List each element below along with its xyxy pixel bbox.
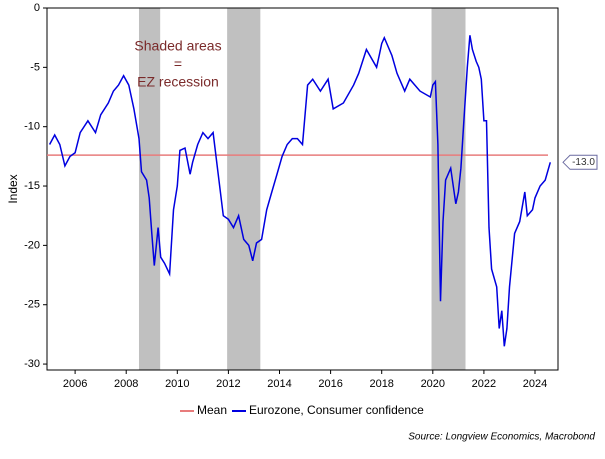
- y-tick-label: -25: [24, 299, 40, 311]
- annotation: =: [174, 56, 182, 72]
- x-tick-label: 2018: [369, 378, 393, 390]
- x-tick-label: 2024: [523, 378, 547, 390]
- legend-label: Eurozone, Consumer confidence: [249, 403, 424, 417]
- x-tick-label: 2008: [114, 378, 138, 390]
- recession-shade: [431, 8, 466, 370]
- y-tick-label: -5: [30, 61, 40, 73]
- y-tick-label: -20: [24, 239, 40, 251]
- legend-label: Mean: [197, 403, 227, 417]
- recession-shade: [227, 8, 261, 370]
- y-tick-label: 0: [34, 2, 40, 14]
- x-tick-label: 2020: [421, 378, 445, 390]
- y-tick-label: -10: [24, 121, 40, 133]
- annotation: Shaded areas: [134, 38, 221, 54]
- plot-frame: [46, 7, 559, 371]
- recession-shade: [138, 8, 161, 370]
- y-tick-label: -30: [24, 358, 40, 370]
- annotation: EZ recession: [137, 74, 219, 90]
- x-tick-label: 2022: [472, 378, 496, 390]
- x-tick-label: 2014: [267, 378, 291, 390]
- x-tick-label: 2010: [165, 378, 189, 390]
- y-tick-label: -15: [24, 180, 40, 192]
- source: Source: Longview Economics, Macrobond: [408, 432, 595, 443]
- x-tick-label: 2016: [318, 378, 342, 390]
- y-axis-label: Index: [6, 174, 20, 203]
- x-tick-label: 2006: [63, 378, 87, 390]
- x-tick-label: 2012: [216, 378, 240, 390]
- end-label-box: [562, 154, 598, 170]
- series-line: [48, 35, 552, 347]
- end-label: -13.0: [572, 157, 595, 168]
